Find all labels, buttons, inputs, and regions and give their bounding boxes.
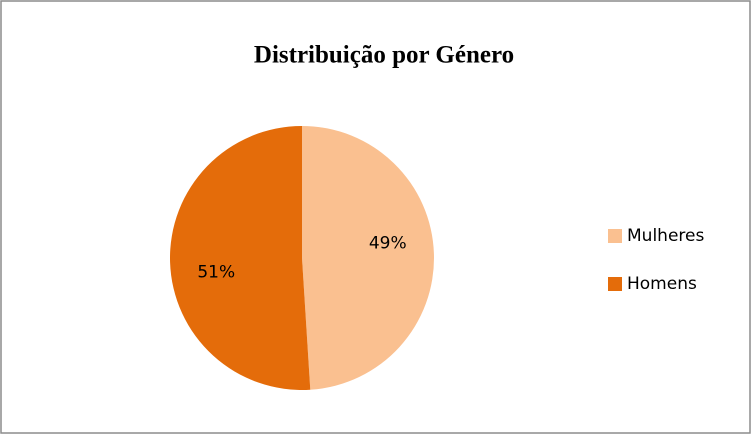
chart-title: Distribuição por Género <box>254 42 514 69</box>
legend-swatch <box>608 277 622 291</box>
legend-label: Homens <box>627 274 697 294</box>
pie-slice <box>170 126 311 390</box>
legend-swatch <box>608 229 622 243</box>
legend-label: Mulheres <box>627 226 704 246</box>
data-label: 49% <box>369 233 407 253</box>
data-label: 51% <box>197 263 235 283</box>
pie-slice <box>302 126 435 390</box>
